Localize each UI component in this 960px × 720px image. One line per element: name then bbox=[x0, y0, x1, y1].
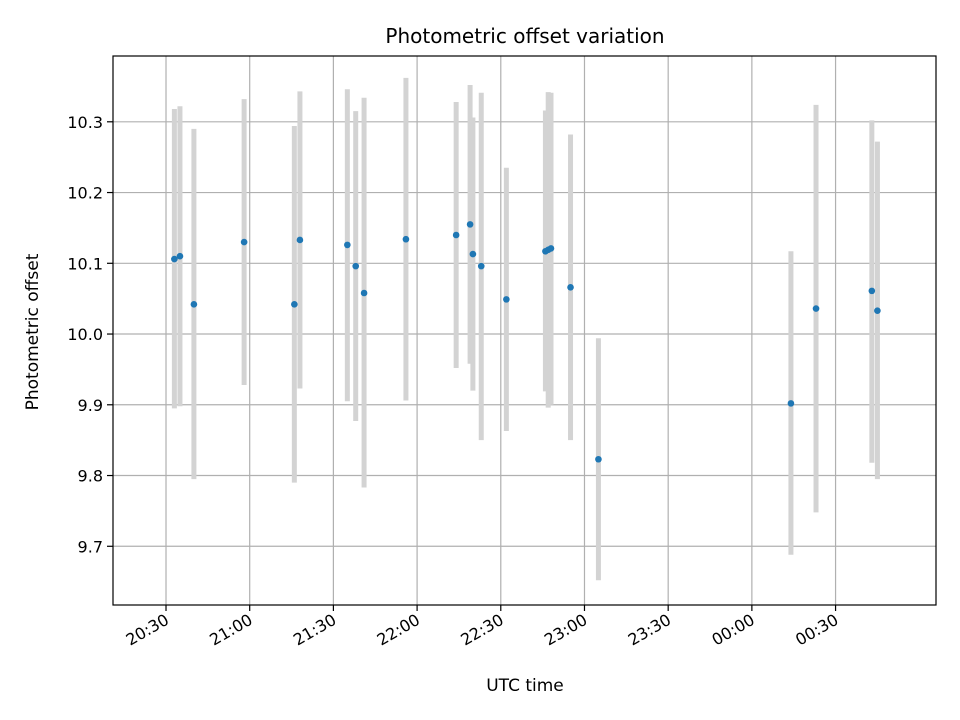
data-point bbox=[868, 287, 876, 295]
data-point bbox=[812, 305, 820, 312]
y-tick-label: 9.7 bbox=[78, 537, 103, 556]
y-tick-label: 10.3 bbox=[67, 113, 103, 132]
data-point bbox=[466, 221, 474, 228]
data-point bbox=[360, 289, 368, 297]
y-axis-label: Photometric offset bbox=[23, 253, 43, 410]
data-point bbox=[344, 241, 351, 249]
data-point bbox=[240, 238, 248, 246]
y-tick-label: 10.2 bbox=[67, 184, 103, 203]
y-axis-ticks: 9.7 9.8 9.9 10.0 10.1 10.2 10.3 bbox=[67, 113, 113, 556]
data-points bbox=[171, 221, 881, 463]
data-point bbox=[567, 284, 574, 291]
data-point bbox=[402, 235, 410, 243]
data-point bbox=[787, 400, 795, 407]
data-point bbox=[296, 236, 304, 244]
x-axis-label: UTC time bbox=[486, 676, 564, 696]
y-tick-label: 10.0 bbox=[67, 325, 103, 344]
data-point bbox=[452, 231, 460, 239]
data-point bbox=[477, 262, 485, 270]
data-point bbox=[171, 255, 178, 263]
grid-lines bbox=[113, 56, 936, 605]
data-point bbox=[874, 307, 881, 314]
data-point bbox=[503, 296, 510, 303]
data-point bbox=[190, 301, 198, 308]
data-point bbox=[595, 455, 602, 463]
data-point bbox=[469, 250, 477, 258]
y-tick-label: 9.9 bbox=[78, 396, 103, 415]
y-tick-label: 10.1 bbox=[67, 254, 103, 273]
data-point bbox=[291, 301, 298, 308]
data-point bbox=[547, 245, 555, 252]
chart-title: Photometric offset variation bbox=[385, 24, 664, 48]
data-point bbox=[176, 252, 184, 260]
plot-frame bbox=[112, 55, 937, 606]
y-tick-label: 9.8 bbox=[78, 467, 103, 486]
data-point bbox=[352, 262, 360, 270]
